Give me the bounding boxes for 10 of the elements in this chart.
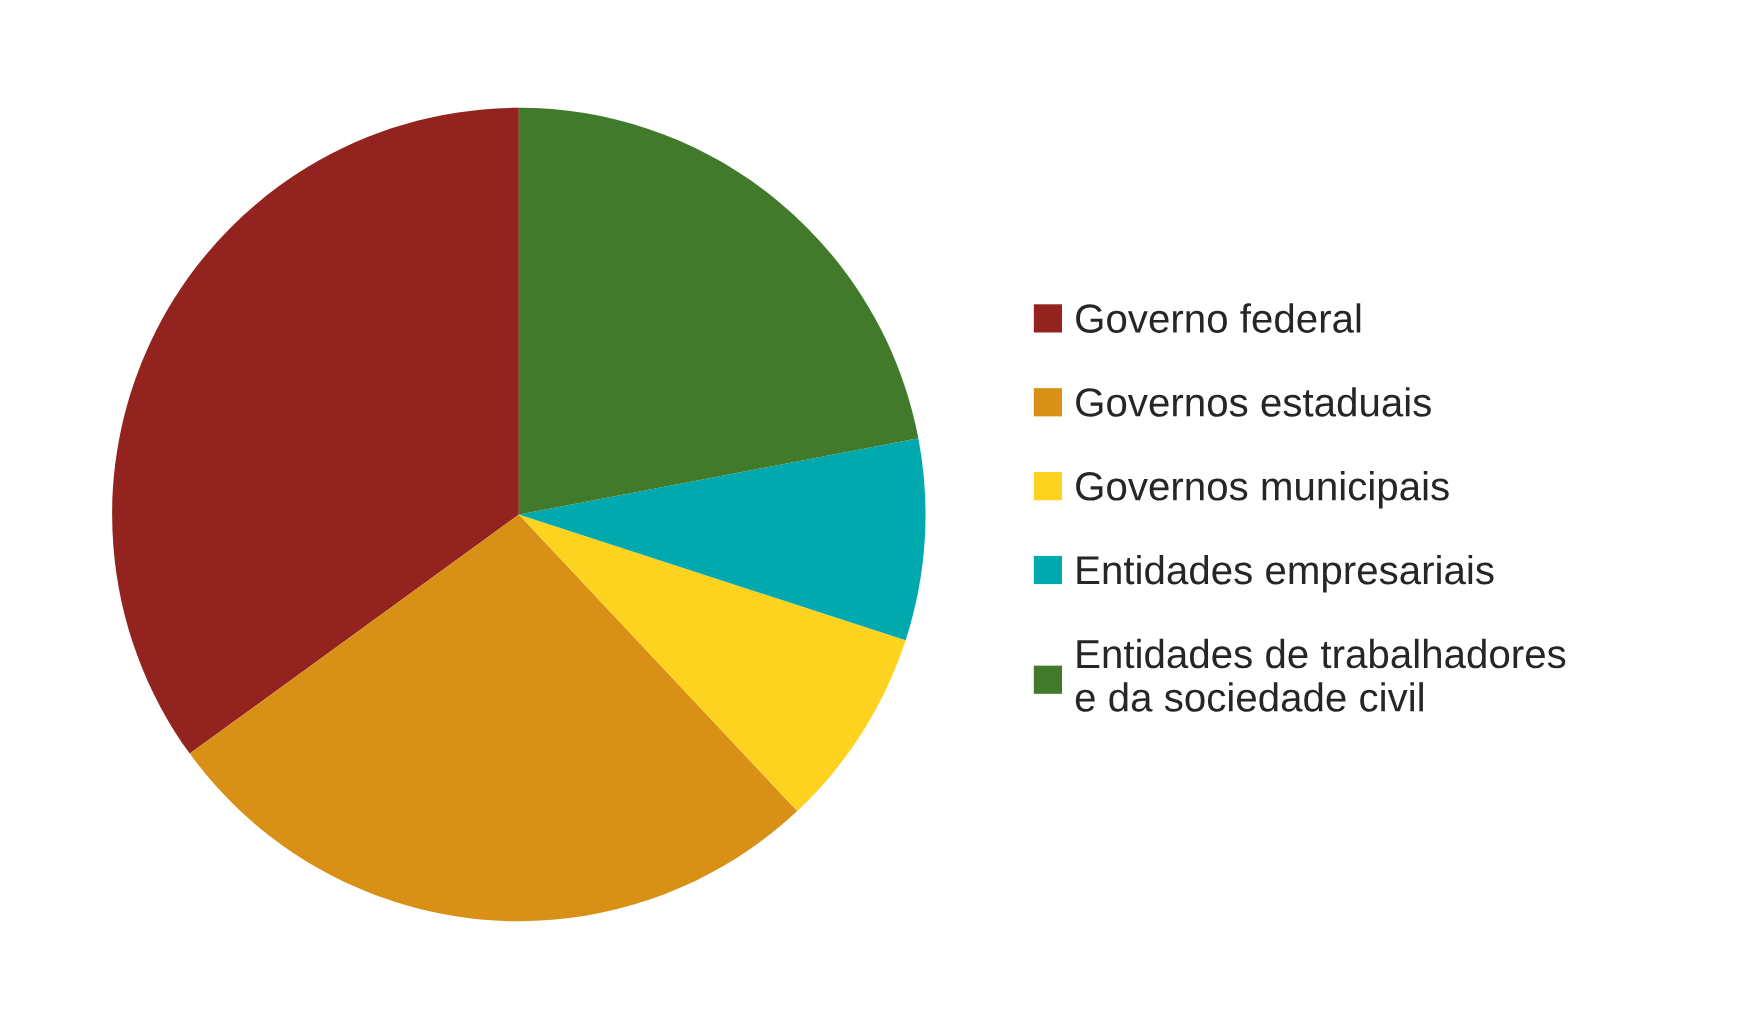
pie-slice [518,514,906,812]
legend-label: Entidades empresariais [1077,554,1494,593]
pie-slice [518,107,919,515]
legend-label: Governos estaduais [1076,387,1431,417]
legend-label: Governos municipais [1076,471,1449,509]
pie-slice [518,438,926,641]
legend-label: Governo federal [1076,303,1361,333]
legend-label: Entidades de trabalhadores e da sociedade civil [1075,638,1566,712]
pie-slice [112,107,519,754]
pie-slice [189,514,798,922]
